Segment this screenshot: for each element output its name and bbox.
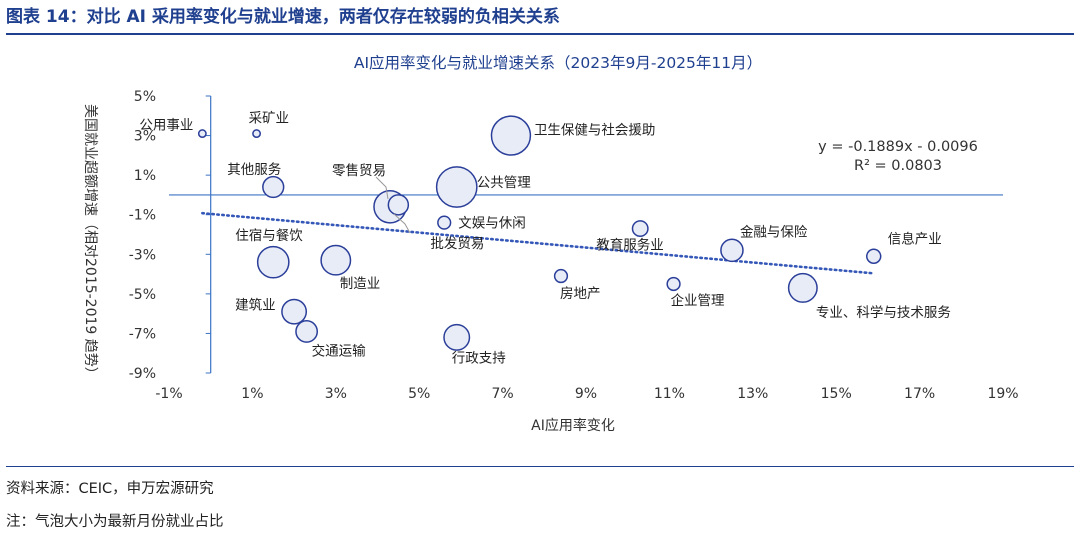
bubble-point [866, 248, 882, 264]
bubble-label: 其他服务 [227, 162, 281, 178]
trendline [201, 211, 876, 275]
x-tick-label: 1% [241, 386, 263, 402]
trendline-r-squared: R² = 0.0803 [854, 158, 942, 174]
bubble-point [262, 175, 285, 199]
bubble-point [443, 323, 471, 351]
leader-line [393, 213, 411, 234]
bubble-point [387, 194, 410, 216]
bubble-label: 公用事业 [139, 118, 193, 134]
bubble-point [787, 272, 818, 303]
y-tick-label: 5% [134, 89, 156, 105]
bubble-label: 采矿业 [249, 111, 290, 127]
bubble-point [320, 244, 352, 276]
y-axis-label: 美国就业超额增速（相对2015-2019 趋势） [82, 104, 98, 381]
bubble-point [631, 220, 649, 238]
leader-line [375, 176, 389, 200]
bubble-label: 企业管理 [671, 292, 725, 309]
bubble-label: 专业、科学与技术服务 [816, 305, 951, 321]
bubble-label: 金融与保险 [740, 224, 808, 240]
bubble-label: 行政支持 [452, 350, 506, 366]
x-tick-label: 3% [325, 386, 347, 402]
plot-area: 5% 3% 1% -1% -3% -5% -7% -9% -1% 1% 3% 5% 7% 9% 11% 13%… [129, 89, 1019, 402]
bubble-point [553, 268, 569, 284]
title-rule [6, 33, 1074, 35]
bubble-label: 制造业 [340, 276, 381, 292]
y-tick-label: -5% [129, 287, 156, 303]
bubble-point [490, 115, 532, 156]
bubble-label: 住宿与餐饮 [235, 227, 303, 244]
y-tick-label: -7% [129, 326, 156, 342]
bubble-label: 卫生保健与社会援助 [534, 123, 656, 139]
x-axis-label: AI应用率变化 [531, 417, 615, 434]
bubble-point [256, 245, 290, 279]
bubble-point [252, 129, 261, 139]
bubble-label: 文娱与休闲 [458, 216, 525, 232]
y-tick-label: -1% [129, 208, 156, 224]
bubble-point [666, 276, 681, 292]
bubble-label: 交通运输 [312, 342, 366, 359]
figure-title: 图表 14：对比 AI 采用率变化与就业增速，两者仅存在较弱的负相关关系 [6, 7, 560, 27]
bubble-point [437, 215, 452, 230]
bubble-size-note: 注：气泡大小为最新月份就业占比 [6, 514, 224, 530]
x-tick-label: 9% [575, 386, 597, 402]
y-tick-label: 3% [134, 129, 156, 145]
bubble-label: 公共管理 [477, 175, 531, 191]
bubble-chart: AI应用率变化与就业增速关系（2023年9月-2025年11月） 美国就业超额增… [82, 53, 1019, 434]
x-tick-label: 7% [491, 386, 513, 402]
x-tick-label: 13% [737, 386, 768, 402]
bubble-point [720, 238, 744, 263]
x-tick-label: 19% [987, 386, 1018, 402]
bubble-point [435, 166, 478, 208]
trendline-equation: y = -0.1889x - 0.0096 [818, 139, 978, 155]
footer-rule [6, 466, 1074, 467]
y-tick-label: -9% [129, 366, 156, 382]
y-tick-label: 1% [134, 168, 156, 184]
x-tick-label: 17% [904, 386, 935, 402]
x-tick-label: 5% [408, 386, 430, 402]
bubble-label: 零售贸易 [332, 163, 386, 179]
bubble-point [281, 298, 308, 325]
source-note: 资料来源：CEIC，申万宏源研究 [6, 481, 214, 497]
x-tick-label: -1% [155, 386, 182, 402]
bubble-point [197, 129, 207, 139]
bubble-label: 教育服务业 [596, 238, 664, 254]
bubble-label: 建筑业 [235, 298, 276, 314]
bubble-label: 房地产 [560, 286, 601, 302]
x-tick-label: 15% [821, 386, 852, 402]
x-tick-label: 11% [654, 386, 685, 402]
chart-title: AI应用率变化与就业增速关系（2023年9月-2025年11月） [354, 53, 762, 72]
bubble-point [295, 320, 319, 343]
bubble-label: 信息产业 [888, 230, 942, 247]
bubble-label: 批发贸易 [430, 236, 484, 252]
y-tick-label: -3% [129, 247, 156, 263]
